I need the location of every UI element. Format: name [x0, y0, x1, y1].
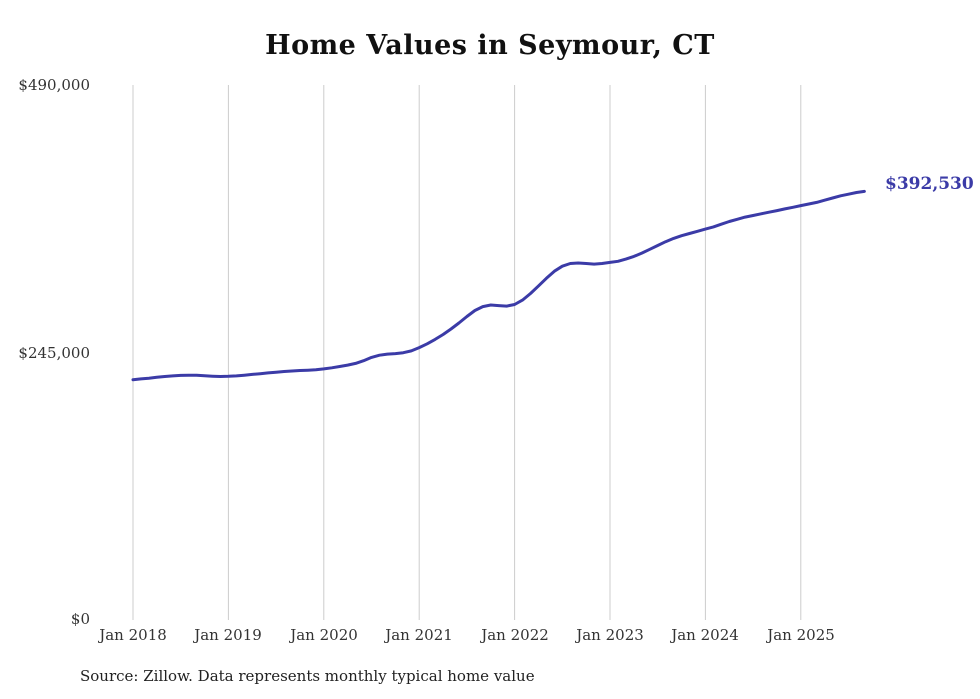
x-axis-tick-jan-2023: Jan 2023: [576, 626, 644, 644]
x-axis-tick-jan-2022: Jan 2022: [481, 626, 549, 644]
y-axis-tick-245000: $245,000: [18, 344, 90, 362]
latest-value-label: $392,530: [885, 174, 974, 194]
x-axis-tick-jan-2019: Jan 2019: [194, 626, 262, 644]
y-axis-tick-490000: $490,000: [18, 76, 90, 94]
x-axis-tick-jan-2018: Jan 2018: [99, 626, 167, 644]
source-note: Source: Zillow. Data represents monthly …: [80, 667, 535, 685]
x-axis-tick-jan-2025: Jan 2025: [767, 626, 835, 644]
y-axis-tick-0: $0: [70, 610, 90, 628]
x-axis-tick-jan-2021: Jan 2021: [385, 626, 453, 644]
home-value-series-line: [131, 189, 866, 382]
x-axis-tick-jan-2020: Jan 2020: [290, 626, 358, 644]
x-axis-tick-jan-2024: Jan 2024: [671, 626, 739, 644]
chart-title: Home Values in Seymour, CT: [265, 30, 715, 61]
